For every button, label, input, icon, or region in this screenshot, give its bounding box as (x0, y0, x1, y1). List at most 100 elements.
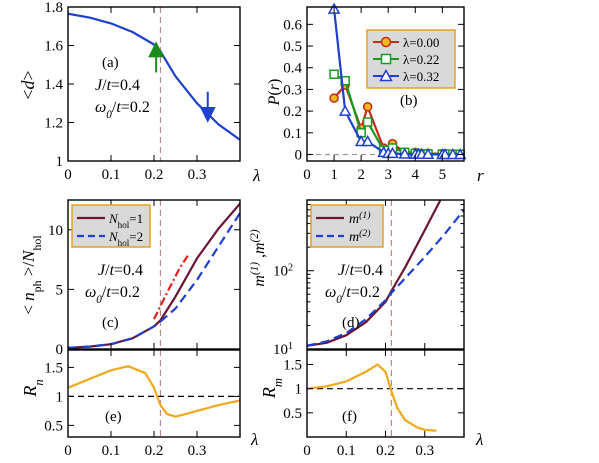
data-point-circle (329, 93, 339, 103)
y-tick-label: 0 (56, 342, 64, 358)
y-axis-label-d: m(1) ,m(2) (249, 229, 268, 286)
y-tick-label: 1.5 (283, 358, 302, 374)
y-tick-label: 1.2 (44, 116, 63, 132)
y-tick-label: 1.4 (44, 77, 63, 93)
legend-entry: λ=0.22 (403, 52, 439, 67)
x-tick-label: 1 (330, 167, 338, 183)
panel-b: 0 1 2 3 4 5 0 0.1 0.2 0.3 0.4 0.5 0.6 λ=0.00 λ=0.22 λ=0… (266, 2, 484, 185)
param-J-over-t: J/t=0.4 (98, 262, 143, 279)
y-axis-label-e: Rn (20, 379, 46, 397)
panel-label-f: (f) (342, 409, 357, 425)
data-point-triangle (386, 146, 399, 159)
panel-e: 0 0.1 0.2 0.3 0.5 1 1.5 (e) Rn λ (20, 349, 258, 459)
legend-box (71, 204, 151, 248)
x-tick-label: 0.3 (188, 167, 207, 183)
x-tick-label: 0.3 (415, 443, 434, 459)
panels: 0 0.1 0.2 0.3 1 1.2 1.4 1.6 1.8 (a) J/t=0.4 ω0/t=0.… (18, 0, 484, 459)
y-tick-label: 1.5 (44, 360, 63, 376)
panel-label-a: (a) (102, 55, 119, 71)
plot-frame-b (306, 6, 465, 162)
y-tick-label: 1.8 (44, 0, 63, 16)
series-line-f-0 (307, 363, 437, 432)
panel-label-c: (c) (102, 315, 119, 331)
series-line-e-0 (68, 365, 240, 418)
y-tick-label: 0.4 (283, 61, 302, 77)
data-point-triangle (446, 147, 460, 160)
y-tick-label: 101 (273, 341, 293, 359)
panel-label-b: (b) (400, 93, 418, 109)
data-point-triangle (421, 147, 435, 160)
x-tick-label: 0.1 (337, 443, 356, 459)
y-axis-label-f: Rm (259, 378, 285, 399)
data-point-square (362, 117, 373, 127)
panel-f: 0 0.1 0.2 0.3 0.5 1 1.5 (f) Rm λ (259, 349, 483, 459)
legend-marker-square (380, 53, 392, 65)
y-tick-label: 1 (295, 382, 303, 398)
param-omega-over-t: ω0/t=0.2 (95, 99, 150, 121)
series-line-c-2 (153, 254, 190, 320)
legend-entry: Nhol=1 (108, 211, 143, 230)
data-point-square (329, 69, 339, 79)
legend-box (310, 204, 384, 248)
x-tick-label: 0.2 (376, 443, 395, 459)
legend-entry: m(1) (349, 210, 371, 228)
x-tick-label: 3 (384, 167, 392, 183)
legend-marker-circle (380, 36, 392, 48)
series-line-c-1 (68, 212, 240, 349)
x-tick-label: 0 (303, 443, 311, 459)
series-line-d-1 (307, 209, 464, 347)
x-axis-label-e: λ (250, 430, 258, 449)
param-omega-over-t: ω0/t=0.2 (325, 284, 380, 306)
legend-marker-triangle (379, 68, 393, 82)
legend-entry: λ=0.32 (403, 69, 439, 84)
plot-frame-a (67, 6, 241, 162)
y-tick-label: 0.5 (283, 406, 302, 422)
y-tick-label: 10 (48, 223, 63, 239)
y-tick-label: 0 (295, 147, 303, 163)
panel-d: 101 102 m(1)m(2) (d) J/t=0.4 ω0/t=0.2 m(1) ,m(… (249, 199, 465, 359)
x-tick-label: 0.1 (102, 167, 121, 183)
y-tick-label: 0.5 (44, 418, 63, 434)
y-tick-label: 5 (56, 282, 64, 298)
y-axis-label-b: P(r) (266, 79, 283, 107)
data-point-triangle (398, 147, 411, 159)
y-tick-label: 0.1 (283, 126, 302, 142)
param-J-over-t: J/t=0.4 (338, 262, 383, 279)
x-tick-label: 0.2 (145, 167, 164, 183)
x-tick-label: 0 (64, 167, 72, 183)
y-tick-label: 0.2 (283, 104, 302, 120)
y-tick-label: 0.3 (283, 82, 302, 98)
y-tick-label: 1.6 (44, 39, 63, 55)
y-tick-label: 0.5 (283, 39, 302, 55)
data-point-circle (362, 102, 373, 112)
plot-frame-f (306, 349, 465, 438)
panel-label-d: (d) (342, 315, 360, 331)
series-line-a-0 (68, 12, 240, 141)
x-axis-label-f: λ (475, 430, 483, 449)
x-tick-label: 0 (303, 167, 311, 183)
panel-label-e: (e) (105, 409, 122, 425)
x-tick-label: 0.2 (145, 443, 164, 459)
x-tick-label: 0 (64, 443, 72, 459)
panel-a: 0 0.1 0.2 0.3 1 1.2 1.4 1.6 1.8 (a) J/t=0.4 ω0/t=0.… (18, 0, 260, 185)
legend-entry: λ=0.00 (403, 35, 439, 50)
data-point-triangle (361, 134, 374, 147)
x-tick-label: 0.3 (188, 443, 207, 459)
y-tick-label: 1 (56, 154, 64, 170)
x-tick-label: 5 (439, 167, 447, 183)
x-tick-label: 4 (412, 167, 420, 183)
param-omega-over-t: ω0/t=0.2 (85, 284, 140, 306)
legend-entry: m(2) (349, 228, 371, 246)
x-axis-label-a: λ (252, 166, 260, 185)
param-J-over-t: J/t=0.4 (95, 77, 140, 94)
y-axis-label-c: < nph >/Nhol (19, 235, 44, 315)
x-tick-label: 2 (357, 167, 365, 183)
data-point-triangle (338, 104, 352, 116)
legend-entry: Nhol=2 (108, 229, 143, 248)
x-tick-label: 0.1 (102, 443, 121, 459)
y-tick-label: 0.6 (283, 17, 302, 33)
y-axis-label-a: <d> (18, 70, 38, 99)
x-axis-label-b: r (477, 166, 484, 185)
